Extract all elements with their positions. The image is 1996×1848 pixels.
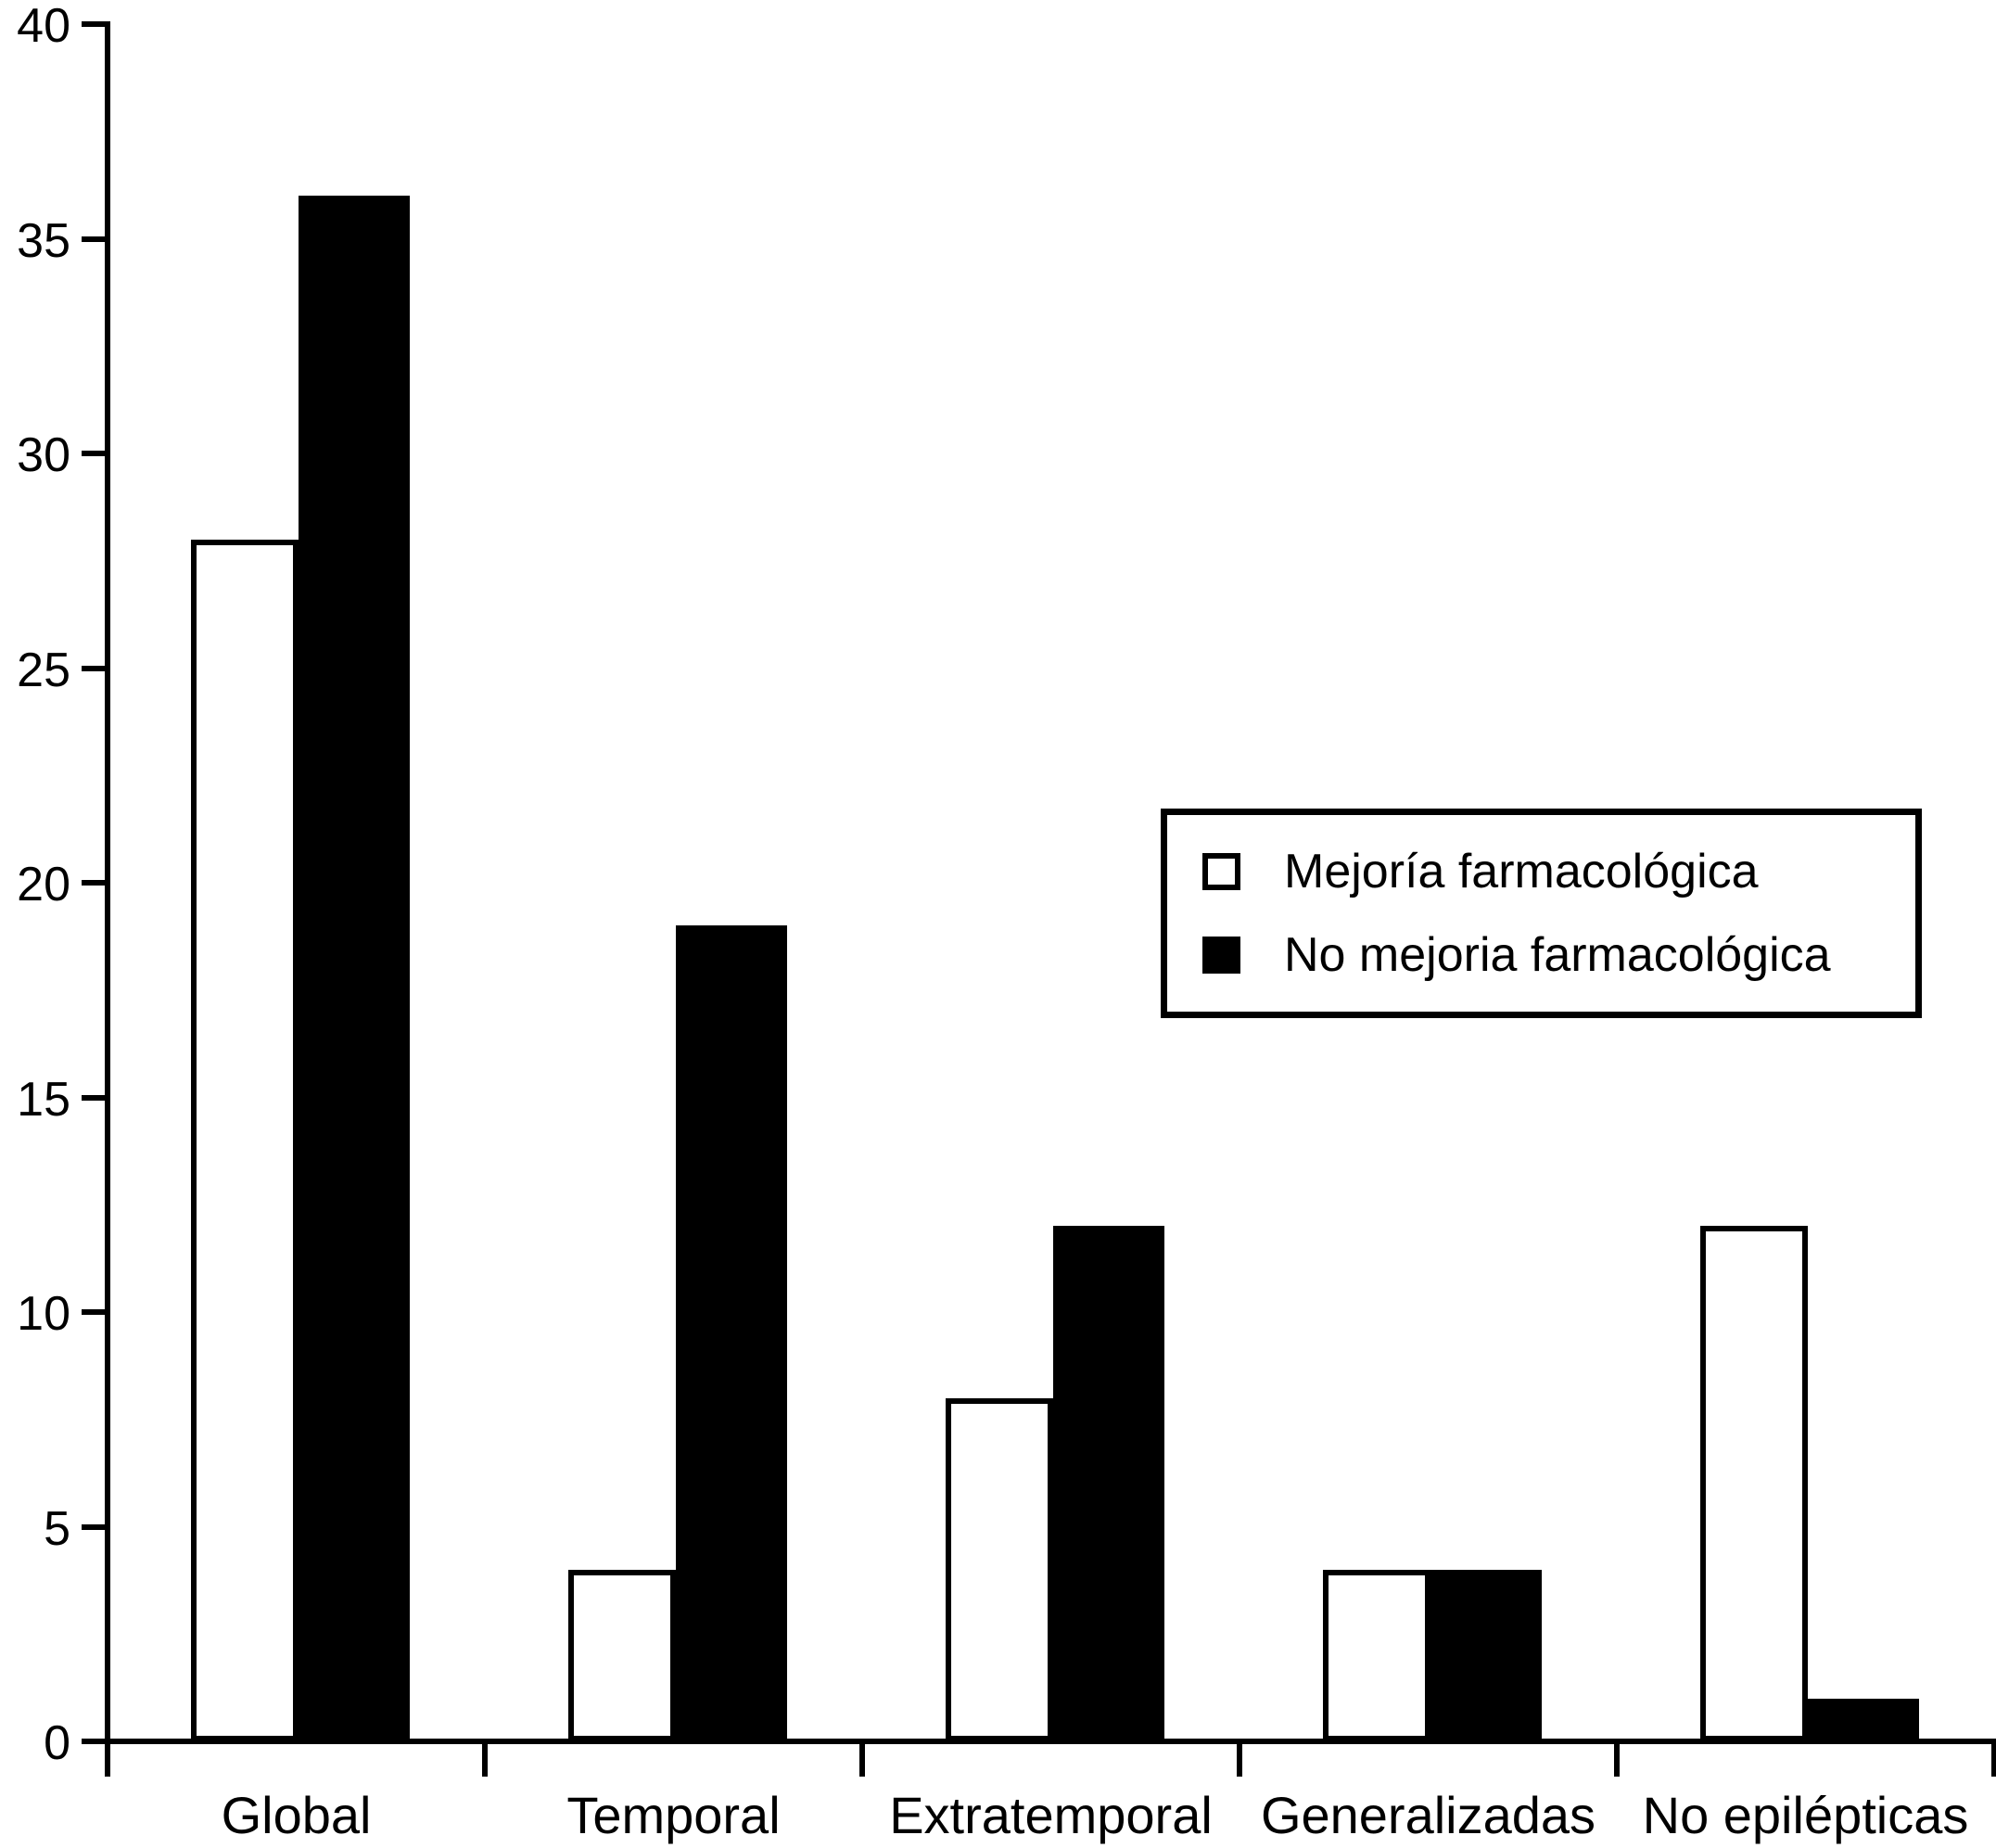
x-tick <box>105 1741 110 1777</box>
legend-label: Mejoría farmacológica <box>1284 845 1759 899</box>
legend-item: Mejoría farmacológica <box>1202 845 1915 899</box>
category-label: Global <box>221 1786 372 1844</box>
x-tick <box>482 1741 488 1777</box>
bar-filled-1 <box>676 925 787 1741</box>
bar-filled-4 <box>1808 1698 1919 1741</box>
bar-open-1 <box>568 1569 676 1741</box>
category-label: Generalizadas <box>1260 1786 1596 1844</box>
x-axis <box>82 1739 1996 1744</box>
y-tick-label: 25 <box>17 643 70 697</box>
y-tick <box>82 665 108 671</box>
category-label: Temporal <box>566 1786 781 1844</box>
bar-filled-2 <box>1053 1226 1164 1741</box>
y-tick-label: 40 <box>17 0 70 53</box>
legend-label: No mejoria farmacológica <box>1284 928 1831 982</box>
y-tick <box>82 1523 108 1530</box>
y-tick-label: 15 <box>17 1072 70 1127</box>
legend-item: No mejoria farmacológica <box>1202 928 1915 982</box>
x-tick <box>859 1741 865 1777</box>
y-tick <box>82 236 108 242</box>
legend: Mejoría farmacológica No mejoria farmaco… <box>1161 809 1922 1018</box>
y-tick-label: 0 <box>44 1716 70 1770</box>
y-tick-label: 35 <box>17 213 70 268</box>
y-tick-label: 30 <box>17 428 70 482</box>
legend-swatch-filled-icon <box>1202 937 1240 974</box>
bar-filled-3 <box>1430 1569 1542 1741</box>
x-tick <box>1614 1741 1620 1777</box>
bar-open-4 <box>1700 1226 1808 1741</box>
bar-open-0 <box>191 539 299 1741</box>
y-tick <box>82 21 108 27</box>
y-tick <box>82 880 108 886</box>
legend-swatch-open-icon <box>1202 853 1240 890</box>
y-tick <box>82 1094 108 1101</box>
y-tick-label: 20 <box>17 858 70 911</box>
x-tick <box>1991 1741 1996 1777</box>
y-tick-label: 5 <box>44 1501 70 1556</box>
bar-filled-0 <box>299 196 410 1741</box>
y-tick <box>82 1309 108 1315</box>
category-label: No epilépticas <box>1642 1786 1969 1844</box>
x-tick <box>1237 1741 1242 1777</box>
y-tick-label: 10 <box>17 1287 70 1341</box>
category-label: Extratemporal <box>889 1786 1213 1844</box>
y-axis <box>105 21 110 1777</box>
bar-open-2 <box>946 1397 1053 1741</box>
y-tick <box>82 451 108 456</box>
y-tick <box>82 1739 108 1744</box>
bar-open-3 <box>1323 1569 1430 1741</box>
